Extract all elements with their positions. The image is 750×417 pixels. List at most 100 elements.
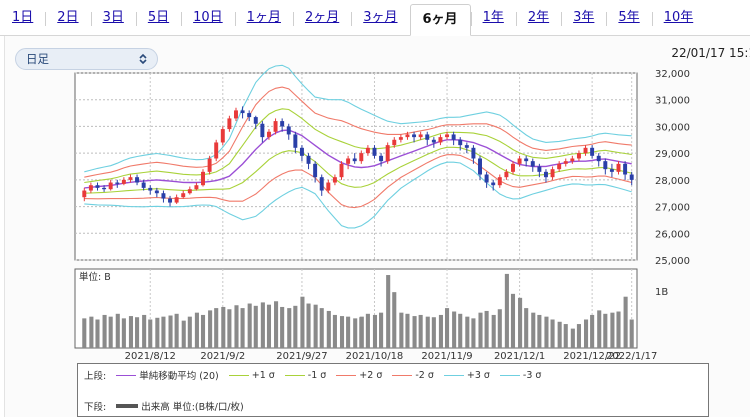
candle-body xyxy=(530,161,535,167)
candle-body xyxy=(326,182,331,191)
legend-item-1: +1 σ xyxy=(228,369,275,381)
candle-body xyxy=(220,129,225,143)
time-tick-label: 2022/1/17 xyxy=(606,351,657,362)
plus-1-sigma-line xyxy=(84,108,632,184)
tab-1[interactable]: 2日 xyxy=(45,3,90,35)
plus-3-sigma-line xyxy=(84,64,632,173)
candle-body xyxy=(418,134,423,138)
volume-bar xyxy=(365,313,370,348)
legend-label-2: -1 σ xyxy=(307,369,327,381)
candle-body xyxy=(141,182,146,188)
volume-bar xyxy=(458,313,463,348)
tab-7[interactable]: 3ヶ月 xyxy=(351,3,409,35)
tab-12[interactable]: 5年 xyxy=(606,3,651,35)
chart-panel: 日足 22/01/17 15:1 32,000 31,000 30,000 29,00… xyxy=(4,36,750,417)
candle-body xyxy=(240,110,245,114)
tab-5[interactable]: 1ヶ月 xyxy=(234,3,293,35)
candle-body xyxy=(517,158,522,164)
legend-label-3: +2 σ xyxy=(359,369,383,381)
candle-body xyxy=(95,185,100,188)
candle-body xyxy=(319,177,324,191)
volume-bar xyxy=(287,308,292,348)
candle-body xyxy=(88,185,93,191)
tab-11[interactable]: 3年 xyxy=(561,3,606,35)
volume-bar xyxy=(247,303,252,348)
time-tick-label: 2021/12/22 xyxy=(563,351,621,362)
legend-swatch-5 xyxy=(443,374,464,376)
volume-bar xyxy=(484,310,489,348)
tab-13[interactable]: 10年 xyxy=(651,3,706,35)
candle-body xyxy=(135,177,140,183)
candle-body xyxy=(478,158,482,175)
volume-bar xyxy=(227,309,232,348)
tab-9[interactable]: 1年 xyxy=(470,3,516,35)
candle-body xyxy=(629,174,634,180)
volume-bar xyxy=(187,316,192,348)
legend-upper-row: 上段: 単純移動平均 (20) +1 σ -1 σ +2 σ -2 σ +3 σ -3 σ xyxy=(84,368,551,383)
plus-2-sigma-line xyxy=(84,86,632,178)
candle-body xyxy=(471,147,476,159)
legend-label-1: +1 σ xyxy=(251,369,275,381)
candle-body xyxy=(570,158,575,162)
candle-body xyxy=(365,147,370,154)
volume-bar xyxy=(82,318,87,348)
volume-bar xyxy=(418,314,423,348)
candle-body xyxy=(464,145,469,148)
candle-body xyxy=(405,134,410,138)
candle-body xyxy=(458,139,463,146)
volume-bar xyxy=(504,273,509,348)
time-tick-label: 2021/11/9 xyxy=(421,351,472,362)
volume-bar xyxy=(161,316,166,348)
price-tick-label: 27,000 xyxy=(655,203,690,214)
candle-body xyxy=(543,171,548,178)
candle-body xyxy=(148,187,153,191)
candle-body xyxy=(128,177,133,180)
volume-bar xyxy=(531,312,536,348)
minus-3-sigma-line xyxy=(84,161,632,229)
candle-body xyxy=(108,182,113,190)
volume-bar xyxy=(425,316,430,348)
candle-body xyxy=(623,163,628,175)
legend-label-6: -3 σ xyxy=(522,369,542,381)
volume-bar xyxy=(359,316,364,348)
volume-bar xyxy=(576,324,581,348)
tab-6[interactable]: 2ヶ月 xyxy=(292,3,351,35)
volume-bar xyxy=(346,316,351,348)
legend-swatch-1 xyxy=(228,374,249,376)
tab-10[interactable]: 2年 xyxy=(515,3,561,35)
candle-body xyxy=(234,110,238,119)
candle-interval-select[interactable]: 日足 xyxy=(15,48,158,70)
time-tick-label: 2021/12/1 xyxy=(494,351,545,362)
volume-bar xyxy=(174,313,179,348)
candle-body xyxy=(214,142,219,159)
price-tick-label: 29,000 xyxy=(655,149,690,160)
candle-body xyxy=(174,197,179,203)
candle-body xyxy=(504,171,509,178)
volume-bar xyxy=(181,320,186,348)
volume-bar xyxy=(240,308,245,348)
volume-bar xyxy=(372,314,378,348)
candle-body xyxy=(563,161,568,164)
candle-body xyxy=(260,123,265,138)
time-tick-label: 2021/10/18 xyxy=(346,351,404,362)
legend-item-4: -2 σ xyxy=(392,370,434,381)
volume-bar xyxy=(326,310,331,348)
tab-0[interactable]: 1日 xyxy=(12,10,34,25)
tab-2[interactable]: 3日 xyxy=(90,3,136,35)
candle-body xyxy=(603,161,608,170)
candle-body xyxy=(451,134,456,140)
volume-bar xyxy=(412,316,417,348)
volume-bar xyxy=(128,316,134,348)
volume-bar xyxy=(386,275,391,348)
candle-body xyxy=(115,182,120,184)
tab-4[interactable]: 10日 xyxy=(181,3,235,35)
volume-bar xyxy=(221,306,226,348)
tab-8[interactable]: 6ヶ月 xyxy=(409,4,471,36)
volume-bar xyxy=(405,313,410,348)
volume-bar xyxy=(610,312,615,348)
candle-body xyxy=(392,139,397,146)
legend-label-5: +3 σ xyxy=(466,369,490,381)
tab-3[interactable]: 5日 xyxy=(135,3,181,35)
legend-label-volume: 出来高 単位:(B株/口/枚) xyxy=(141,402,244,413)
candle-body xyxy=(445,134,450,138)
